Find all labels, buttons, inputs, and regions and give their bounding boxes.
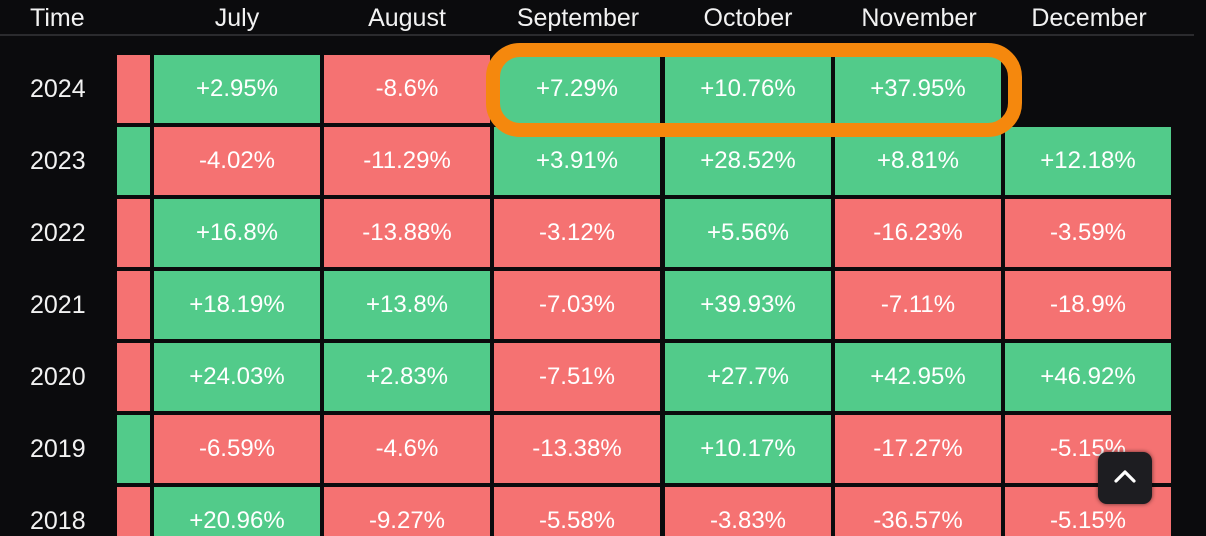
cell-2021-july: +18.19% — [154, 271, 320, 339]
cell-2021-november: -7.11% — [835, 271, 1001, 339]
cell-2024-september: +7.29% — [494, 55, 660, 123]
cell-2023-october: +28.52% — [665, 127, 831, 195]
cell-2022-september: -3.12% — [494, 199, 660, 267]
column-header-september: September — [516, 4, 640, 32]
row-stub-2023 — [117, 127, 150, 195]
cell-2020-november: +42.95% — [835, 343, 1001, 411]
cell-2020-july: +24.03% — [154, 343, 320, 411]
scroll-to-top-button[interactable] — [1098, 452, 1152, 504]
row-label-2018: 2018 — [30, 507, 86, 535]
cell-2019-july: -6.59% — [154, 415, 320, 483]
row-label-2022: 2022 — [30, 219, 86, 247]
row-stub-2022 — [117, 199, 150, 267]
row-label-2021: 2021 — [30, 291, 86, 319]
row-stub-2019 — [117, 415, 150, 483]
cell-2020-october: +27.7% — [665, 343, 831, 411]
column-header-november: November — [861, 4, 977, 32]
cell-2023-august: -11.29% — [324, 127, 490, 195]
cell-2023-december: +12.18% — [1005, 127, 1171, 195]
column-header-time: Time — [30, 4, 85, 32]
cell-2019-august: -4.6% — [324, 415, 490, 483]
cell-2024-july: +2.95% — [154, 55, 320, 123]
cell-2024-august: -8.6% — [324, 55, 490, 123]
cell-2020-september: -7.51% — [494, 343, 660, 411]
column-header-december: December — [1031, 4, 1147, 32]
cell-2023-september: +3.91% — [494, 127, 660, 195]
cell-2018-october: -3.83% — [665, 487, 831, 536]
row-stub-2021 — [117, 271, 150, 339]
row-label-2023: 2023 — [30, 147, 86, 175]
cell-2022-october: +5.56% — [665, 199, 831, 267]
cell-2022-november: -16.23% — [835, 199, 1001, 267]
row-label-2019: 2019 — [30, 435, 86, 463]
cell-2021-september: -7.03% — [494, 271, 660, 339]
cell-2022-december: -3.59% — [1005, 199, 1171, 267]
column-header-august: August — [368, 4, 446, 32]
row-stub-2024 — [117, 55, 150, 123]
cell-2024-october: +10.76% — [665, 55, 831, 123]
row-stub-2018 — [117, 487, 150, 536]
cell-2018-july: +20.96% — [154, 487, 320, 536]
header-divider — [0, 34, 1194, 36]
cell-2022-july: +16.8% — [154, 199, 320, 267]
row-label-2020: 2020 — [30, 363, 86, 391]
column-header-october: October — [703, 4, 793, 32]
cell-2023-july: -4.02% — [154, 127, 320, 195]
cell-2018-november: -36.57% — [835, 487, 1001, 536]
cell-2018-september: -5.58% — [494, 487, 660, 536]
row-label-2024: 2024 — [30, 75, 86, 103]
chevron-up-icon — [1114, 469, 1136, 488]
cell-2024-november: +37.95% — [835, 55, 1001, 123]
cell-2019-september: -13.38% — [494, 415, 660, 483]
cell-2018-august: -9.27% — [324, 487, 490, 536]
column-header-july: July — [214, 4, 260, 32]
cell-2021-october: +39.93% — [665, 271, 831, 339]
cell-2019-october: +10.17% — [665, 415, 831, 483]
cell-2021-august: +13.8% — [324, 271, 490, 339]
row-stub-2020 — [117, 343, 150, 411]
cell-2019-november: -17.27% — [835, 415, 1001, 483]
cell-2020-december: +46.92% — [1005, 343, 1171, 411]
cell-2022-august: -13.88% — [324, 199, 490, 267]
cell-2018-december: -5.15% — [1005, 487, 1171, 536]
cell-2023-november: +8.81% — [835, 127, 1001, 195]
cell-2020-august: +2.83% — [324, 343, 490, 411]
cell-2021-december: -18.9% — [1005, 271, 1171, 339]
